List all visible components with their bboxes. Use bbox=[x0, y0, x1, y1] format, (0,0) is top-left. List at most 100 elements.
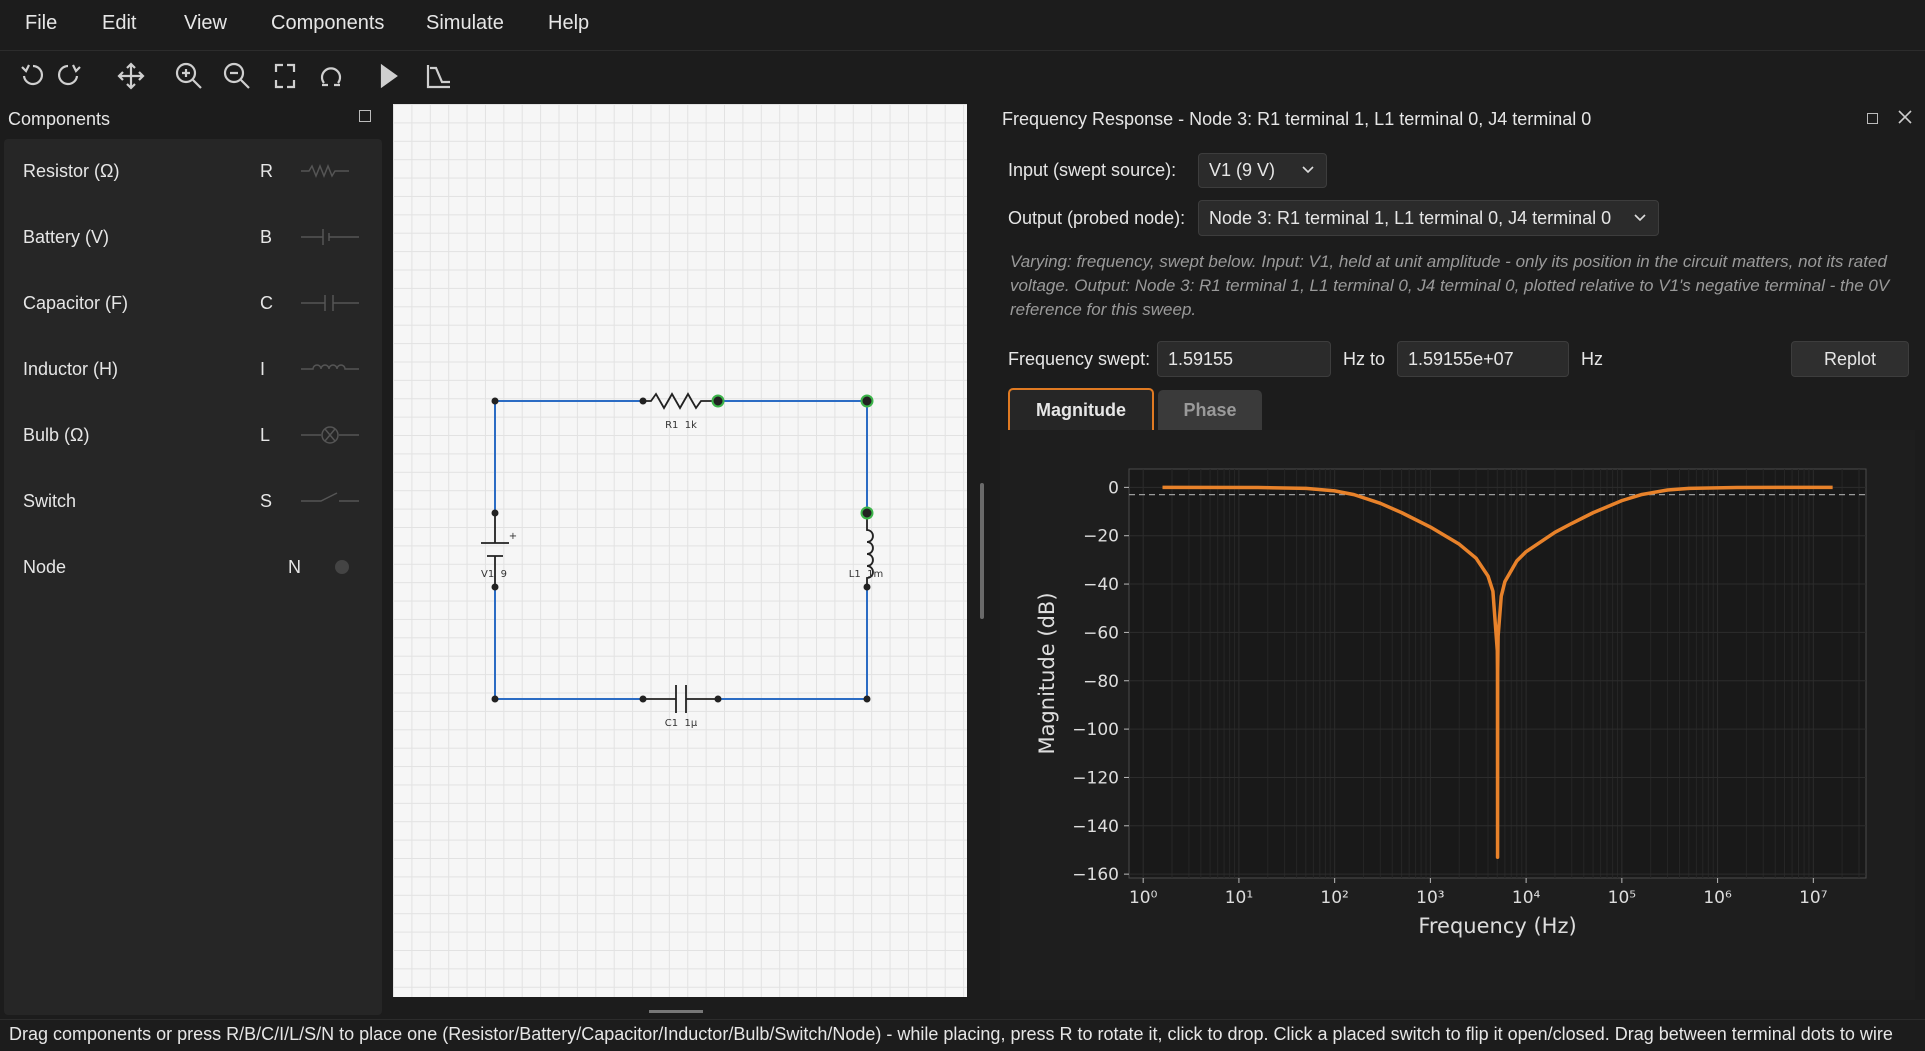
menu-item[interactable]: File bbox=[25, 12, 58, 34]
input-value: 1.59155 bbox=[1168, 348, 1234, 369]
component-name: Bulb (Ω) bbox=[23, 425, 90, 445]
component-key: C bbox=[260, 293, 273, 313]
tab-magnitude[interactable]: Magnitude bbox=[1008, 388, 1154, 430]
component-item[interactable]: Switch S bbox=[4, 491, 382, 531]
close-button[interactable] bbox=[1898, 110, 1912, 124]
freq-to-label: Hz to bbox=[1343, 349, 1386, 369]
reset-button[interactable] bbox=[320, 67, 342, 87]
x-tick-label: 10³ bbox=[1416, 888, 1444, 908]
component-key: N bbox=[288, 557, 301, 577]
description: Varying: frequency, swept below. Input: … bbox=[1010, 252, 1890, 319]
component-key: I bbox=[260, 359, 266, 379]
component-icon bbox=[301, 229, 359, 245]
menu-item[interactable]: View bbox=[184, 12, 227, 34]
tab-label: Magnitude bbox=[1036, 399, 1126, 420]
component-key: L bbox=[260, 425, 271, 445]
component-item[interactable]: Resistor (Ω) R bbox=[4, 161, 382, 201]
circuit-canvas[interactable] bbox=[393, 104, 967, 997]
component-icon bbox=[301, 426, 359, 444]
component-name: Node bbox=[23, 557, 67, 577]
freq-to-input[interactable]: 1.59155e+07 bbox=[1397, 341, 1569, 377]
x-tick-label: 10⁵ bbox=[1608, 888, 1636, 908]
status-text: Drag components or press R/B/C/I/L/S/N t… bbox=[9, 1024, 1893, 1044]
component-icon bbox=[301, 295, 359, 311]
menu-item[interactable]: Components bbox=[271, 12, 385, 34]
y-axis-label: Magnitude (dB) bbox=[1035, 592, 1059, 754]
input-value: 1.59155e+07 bbox=[1408, 348, 1514, 369]
freq-unit: Hz bbox=[1581, 349, 1603, 369]
component-name: Switch bbox=[23, 491, 77, 511]
y-tick-label: −100 bbox=[1072, 720, 1119, 740]
component-name: Capacitor (F) bbox=[23, 293, 129, 313]
frequency-chart: 0 −20 −40 −60 −80 −100 −120 −140 −160 10⁰ 10¹ 10² 10… bbox=[1000, 430, 1915, 1000]
y-tick-label: −20 bbox=[1083, 527, 1119, 547]
replot-button[interactable]: Replot bbox=[1791, 341, 1909, 377]
menu-item[interactable]: Edit bbox=[102, 12, 137, 34]
x-axis-label: Frequency (Hz) bbox=[1418, 914, 1576, 938]
x-tick-label: 10⁰ bbox=[1129, 888, 1158, 908]
component-item[interactable]: Capacitor (F) C bbox=[4, 293, 382, 333]
button-label: Replot bbox=[1823, 348, 1877, 369]
x-tick-label: 10² bbox=[1320, 888, 1348, 908]
simulate-button[interactable] bbox=[380, 63, 398, 89]
component-label: L1 1m bbox=[849, 569, 883, 580]
float-button[interactable] bbox=[1867, 113, 1878, 124]
circuit: R1 1k C1 1µ V1 9 L1 1m + bbox=[481, 392, 883, 729]
tab-phase[interactable]: Phase bbox=[1158, 390, 1262, 430]
component-key: S bbox=[260, 491, 273, 511]
component-key: B bbox=[260, 227, 273, 247]
y-tick-label: 0 bbox=[1108, 478, 1119, 498]
component-item[interactable]: Bulb (Ω) L bbox=[4, 425, 382, 465]
zoom-out-button[interactable] bbox=[223, 62, 250, 89]
component-label: R1 1k bbox=[665, 420, 697, 431]
zoom-in-button[interactable] bbox=[175, 62, 202, 89]
y-tick-label: −80 bbox=[1083, 672, 1119, 692]
panel-title: Components bbox=[8, 109, 111, 129]
x-tick-label: 10⁶ bbox=[1703, 888, 1732, 908]
component-list: Resistor (Ω) R Battery (V) B Capacitor (F) C I… bbox=[4, 139, 382, 1015]
x-tick-label: 10⁴ bbox=[1512, 888, 1541, 908]
frequency-button[interactable] bbox=[426, 65, 450, 89]
dropdown-arrow bbox=[1634, 214, 1646, 222]
select-value: V1 (9 V) bbox=[1209, 160, 1276, 180]
freq-label: Frequency swept: bbox=[1008, 349, 1151, 369]
toolbar bbox=[21, 62, 450, 90]
component-name: Resistor (Ω) bbox=[23, 161, 120, 181]
undo-button[interactable] bbox=[21, 64, 44, 86]
fit-button[interactable] bbox=[274, 63, 296, 89]
output-label: Output (probed node): bbox=[1008, 208, 1186, 228]
component-item[interactable]: Node N bbox=[4, 557, 382, 597]
panel-title: Frequency Response - Node 3: R1 terminal… bbox=[1002, 109, 1592, 129]
y-tick-label: −60 bbox=[1083, 623, 1119, 643]
input-label: Input (swept source): bbox=[1008, 160, 1177, 180]
component-name: Battery (V) bbox=[23, 227, 110, 247]
dropdown-arrow bbox=[1302, 166, 1314, 174]
float-button[interactable] bbox=[359, 110, 371, 122]
pan-button[interactable] bbox=[117, 62, 145, 90]
redo-button[interactable] bbox=[57, 64, 81, 86]
status-bar: Drag components or press R/B/C/I/L/S/N t… bbox=[0, 1019, 1925, 1051]
y-tick-label: −160 bbox=[1072, 865, 1119, 885]
menu-item[interactable]: Simulate bbox=[426, 12, 504, 34]
y-tick-label: −120 bbox=[1072, 768, 1119, 788]
output-select[interactable]: Node 3: R1 terminal 1, L1 terminal 0, J4… bbox=[1198, 200, 1659, 236]
component-item[interactable]: Battery (V) B bbox=[4, 227, 382, 267]
component-icon bbox=[301, 364, 359, 370]
component-item[interactable]: Inductor (H) I bbox=[4, 359, 382, 399]
x-tick-label: 10⁷ bbox=[1799, 888, 1828, 908]
y-tick-label: −40 bbox=[1083, 575, 1119, 595]
menu-item[interactable]: Help bbox=[548, 12, 590, 34]
menu-bar: File Edit View Components Simulate Help bbox=[0, 0, 1925, 51]
x-tick-label: 10¹ bbox=[1225, 888, 1253, 908]
splitter[interactable] bbox=[649, 1010, 703, 1013]
freq-from-input[interactable]: 1.59155 bbox=[1157, 341, 1331, 377]
component-icon bbox=[301, 163, 349, 179]
splitter[interactable] bbox=[980, 483, 984, 619]
input-select[interactable]: V1 (9 V) bbox=[1198, 153, 1327, 188]
component-key: R bbox=[260, 161, 273, 181]
select-value: Node 3: R1 terminal 1, L1 terminal 0, J4… bbox=[1209, 207, 1612, 228]
component-icon bbox=[301, 492, 359, 502]
magnitude-line bbox=[1162, 485, 1833, 859]
polarity: + bbox=[509, 531, 517, 542]
